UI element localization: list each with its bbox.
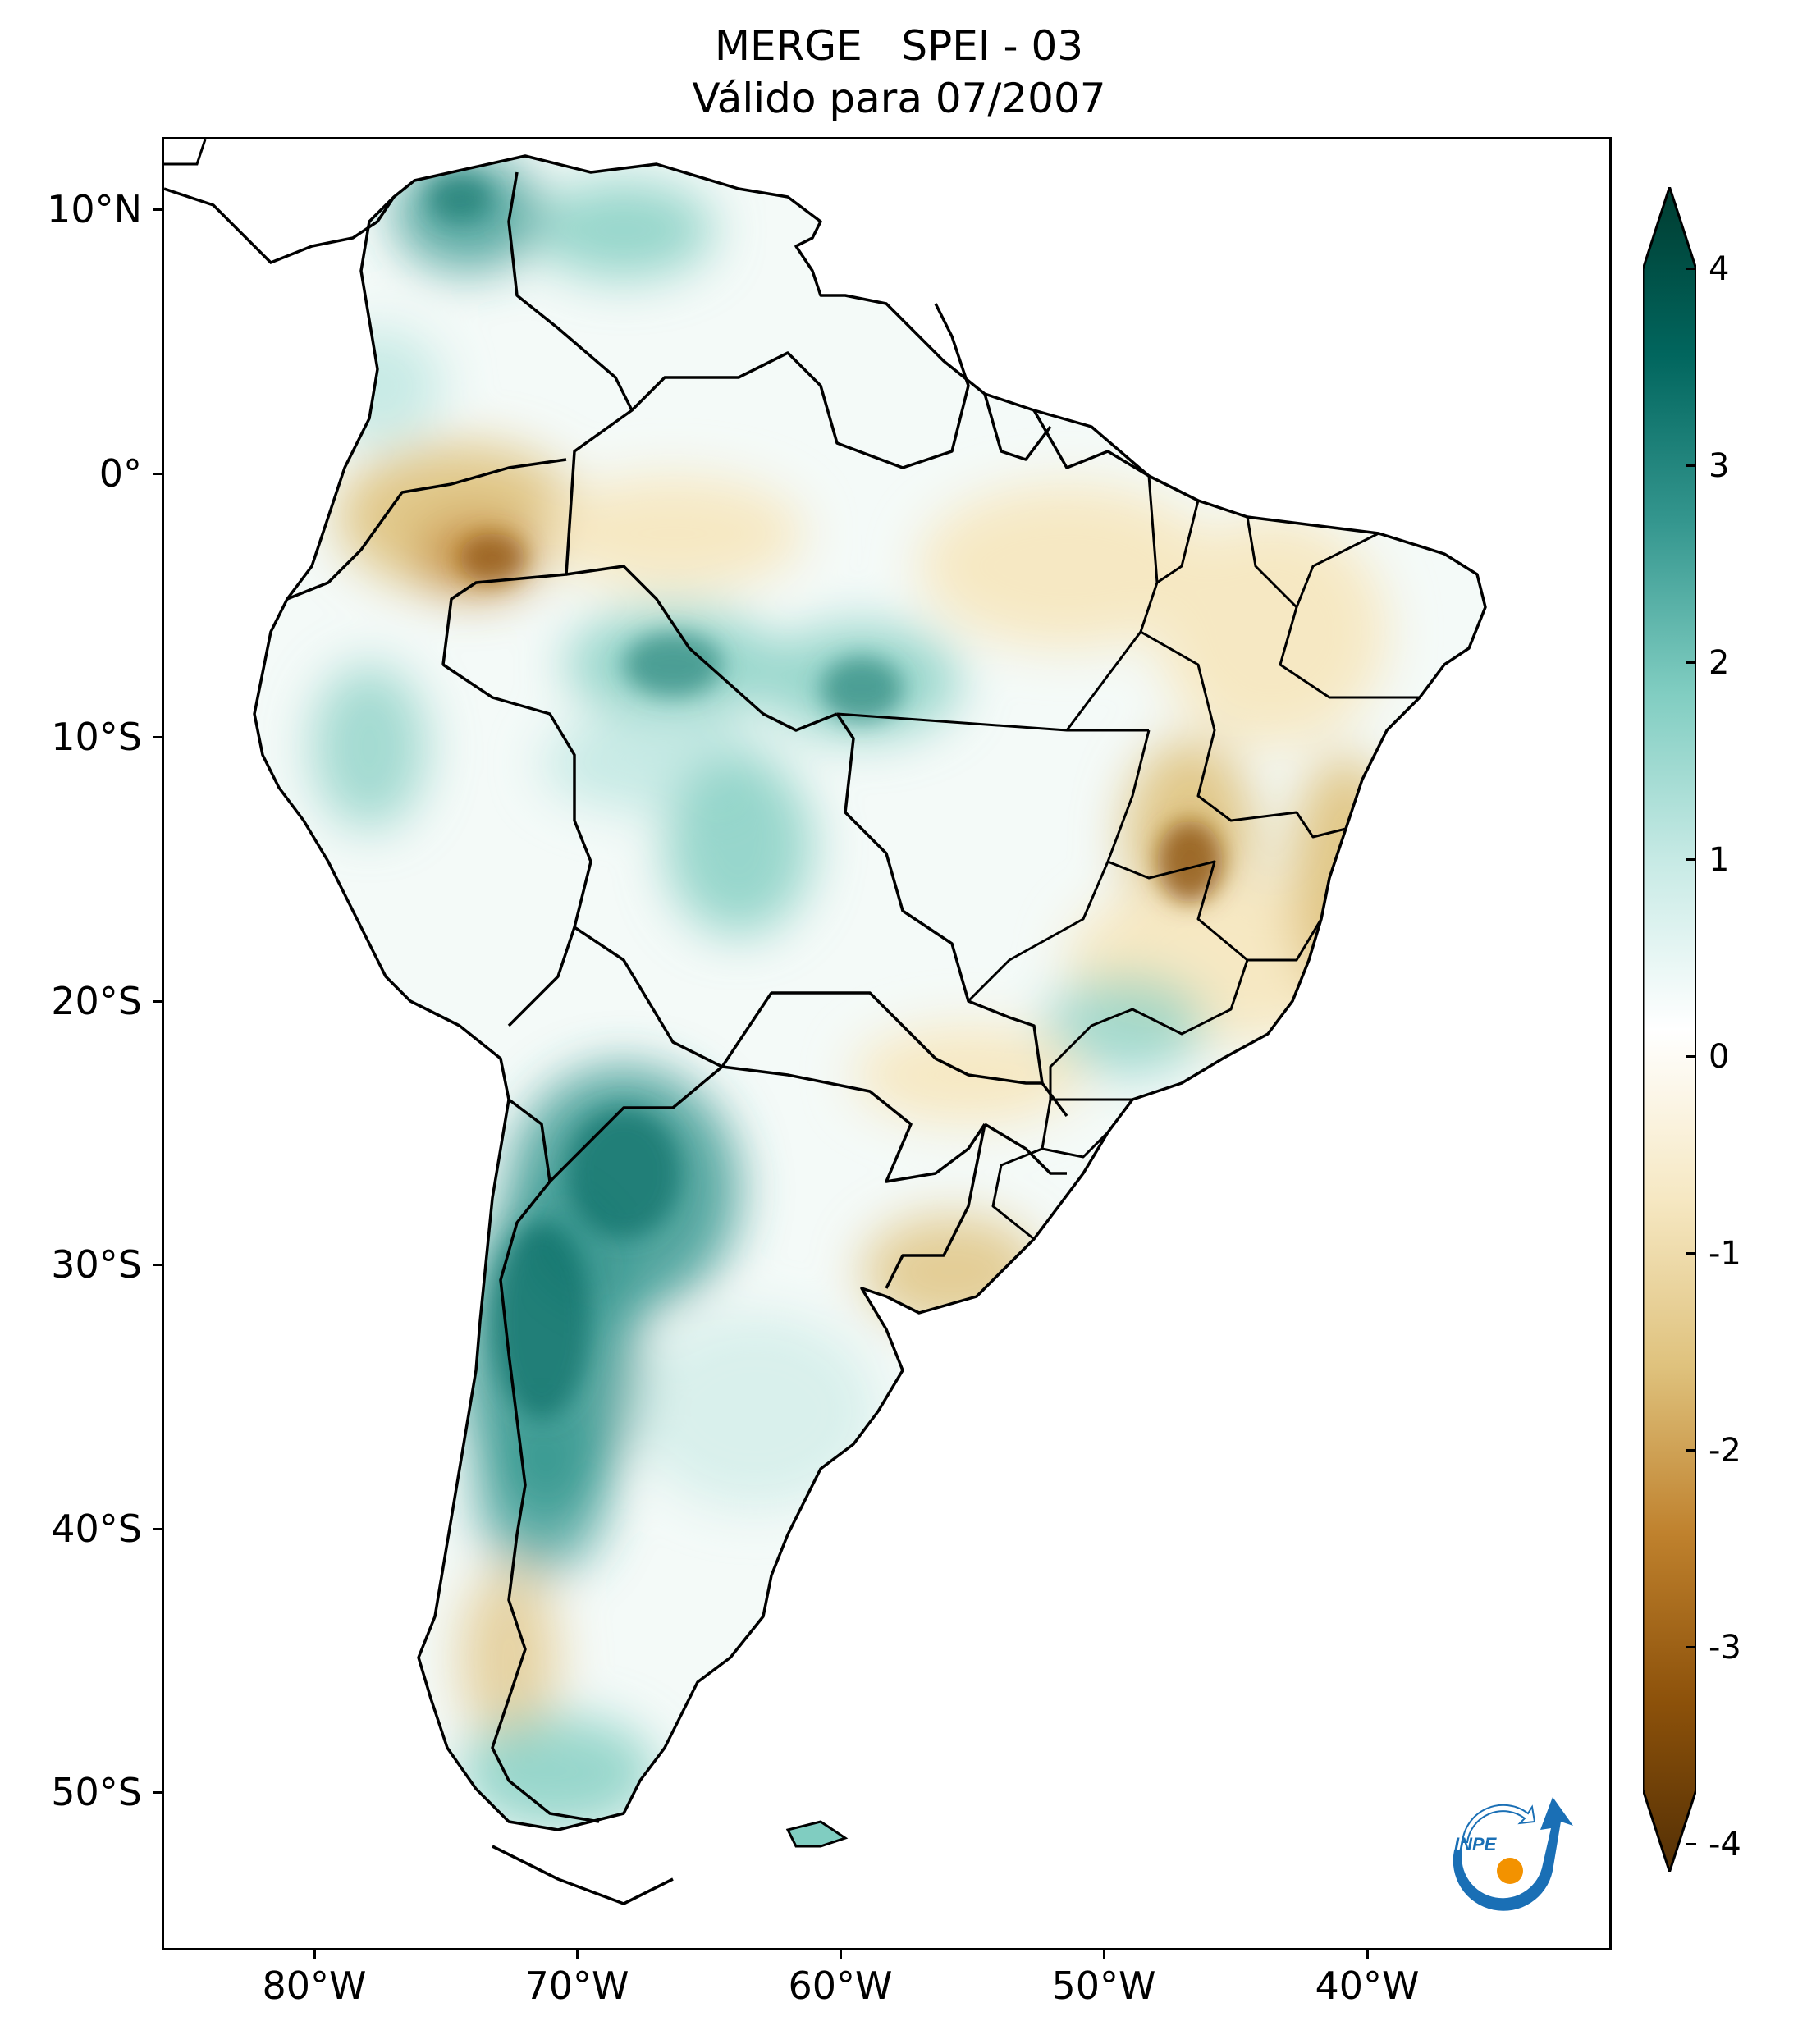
lat-label-0: 0° bbox=[98, 451, 142, 496]
lat-label-20s: 20°S bbox=[51, 979, 142, 1023]
lat-tick bbox=[153, 1000, 162, 1003]
map-subtitle: Válido para 07/2007 bbox=[692, 75, 1106, 122]
colorbar-tick bbox=[1686, 1252, 1696, 1255]
colorbar-label-neg2: -2 bbox=[1709, 1432, 1741, 1470]
colorbar-label-3: 3 bbox=[1709, 447, 1730, 485]
lon-tick bbox=[840, 1950, 842, 1959]
colorbar-tick bbox=[1686, 268, 1696, 270]
central-america-border bbox=[164, 139, 207, 166]
lat-tick bbox=[153, 208, 162, 211]
lat-tick bbox=[153, 1264, 162, 1266]
map-panel bbox=[162, 137, 1612, 1950]
lon-label-80w: 80°W bbox=[262, 1964, 367, 2008]
colorbar-label-neg3: -3 bbox=[1709, 1629, 1741, 1667]
colorbar-tick bbox=[1686, 1055, 1696, 1058]
lon-label-50w: 50°W bbox=[1051, 1964, 1156, 2008]
lat-tick bbox=[153, 736, 162, 738]
colorbar-label-neg1: -1 bbox=[1709, 1235, 1741, 1273]
inpe-logo: INPE bbox=[1453, 1797, 1573, 1911]
colorbar-tick bbox=[1686, 464, 1696, 467]
colorbar-tick bbox=[1686, 1843, 1696, 1845]
colorbar-tick bbox=[1686, 858, 1696, 861]
falklands bbox=[785, 1820, 849, 1848]
central-america-border bbox=[164, 187, 396, 265]
lat-label-10s: 10°S bbox=[51, 715, 142, 759]
lat-tick bbox=[153, 1791, 162, 1794]
map-svg bbox=[164, 139, 1487, 1905]
lon-label-40w: 40°W bbox=[1315, 1964, 1420, 2008]
lon-tick bbox=[576, 1950, 579, 1959]
colorbar-label-neg4: -4 bbox=[1709, 1826, 1741, 1863]
colorbar-label-1: 1 bbox=[1709, 841, 1730, 879]
lat-tick bbox=[153, 1528, 162, 1530]
colorbar-label-0: 0 bbox=[1709, 1038, 1730, 1076]
map-title: MERGE SPEI - 03 bbox=[714, 22, 1084, 70]
colorbar-label-2: 2 bbox=[1709, 644, 1730, 682]
lon-tick bbox=[1366, 1950, 1369, 1959]
colorbar bbox=[1643, 187, 1696, 1872]
lat-label-30s: 30°S bbox=[51, 1242, 142, 1287]
state-borders bbox=[836, 475, 1420, 1241]
colorbar-tick bbox=[1686, 1646, 1696, 1648]
colorbar-tick bbox=[1686, 1449, 1696, 1452]
lat-label-10n: 10°N bbox=[47, 187, 142, 231]
svg-text:INPE: INPE bbox=[1454, 1834, 1498, 1854]
lon-tick bbox=[313, 1950, 316, 1959]
lat-label-40s: 40°S bbox=[51, 1507, 142, 1551]
lon-label-70w: 70°W bbox=[524, 1964, 629, 2008]
colorbar-label-4: 4 bbox=[1709, 250, 1730, 288]
lat-tick bbox=[153, 473, 162, 475]
lat-label-50s: 50°S bbox=[51, 1770, 142, 1814]
coastline bbox=[253, 154, 1487, 1831]
lon-tick bbox=[1103, 1950, 1105, 1959]
country-borders bbox=[286, 171, 1150, 1905]
lon-label-60w: 60°W bbox=[788, 1964, 893, 2008]
colorbar-tick bbox=[1686, 661, 1696, 664]
